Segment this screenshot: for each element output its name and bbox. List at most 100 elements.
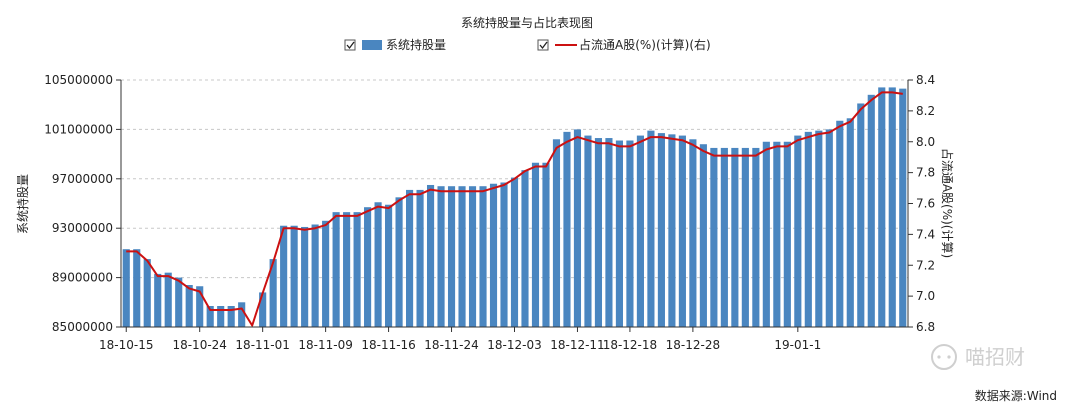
bar xyxy=(364,207,372,327)
bar xyxy=(458,186,466,327)
bar xyxy=(405,189,414,327)
bar xyxy=(269,259,277,327)
x-tick-label: 18-12-11 xyxy=(550,338,604,352)
bar xyxy=(217,306,225,327)
y2-axis-title: 占流通A股(%)(计算) xyxy=(940,148,955,258)
legend-checkbox-bars[interactable] xyxy=(344,39,356,51)
bar xyxy=(678,135,686,327)
bar xyxy=(290,225,298,327)
bar xyxy=(395,197,403,327)
bar xyxy=(175,277,183,327)
y2-tick-label: 7.4 xyxy=(916,227,935,241)
bar xyxy=(773,141,781,327)
y2-tick-label: 7.0 xyxy=(916,289,935,303)
watermark-text: 喵招财 xyxy=(965,345,1025,369)
bar xyxy=(699,144,707,327)
y2-tick-label: 8.2 xyxy=(916,104,935,118)
legend-item-line[interactable]: 占流通A股(%)(计算)(右) xyxy=(537,37,711,52)
bar xyxy=(752,147,760,327)
ratio-line xyxy=(126,91,903,327)
y-tick-label: 85000000 xyxy=(52,320,113,334)
bar xyxy=(353,212,361,327)
bar xyxy=(657,133,665,327)
bar xyxy=(301,226,309,327)
y2-tick-label: 7.8 xyxy=(916,166,935,180)
y-tick-label: 89000000 xyxy=(52,271,113,285)
bar xyxy=(531,162,540,327)
bar xyxy=(573,129,582,327)
bar xyxy=(437,186,445,327)
bar xyxy=(479,186,487,327)
x-tick-label: 18-10-24 xyxy=(172,338,226,352)
bar xyxy=(825,129,833,327)
x-tick-label: 18-12-03 xyxy=(487,338,541,352)
watermark: 喵招财 xyxy=(931,344,1025,370)
bar xyxy=(815,130,823,327)
bar xyxy=(867,94,875,327)
bar xyxy=(605,138,613,327)
x-tick-label: 18-12-18 xyxy=(603,338,657,352)
bar xyxy=(489,183,498,327)
y-axis-title: 系统持股量 xyxy=(15,174,30,234)
x-tick-label: 19-01-1 xyxy=(774,338,821,352)
bar xyxy=(374,202,382,327)
bar xyxy=(626,140,634,327)
bar xyxy=(133,249,141,327)
y-tick-label: 105000000 xyxy=(44,73,113,87)
x-tick-label: 18-11-24 xyxy=(424,338,478,352)
x-tick-label: 18-11-01 xyxy=(235,338,289,352)
bar xyxy=(154,273,162,327)
bar xyxy=(500,182,508,327)
bar xyxy=(385,204,393,327)
legend-label-line: 占流通A股(%)(计算)(右) xyxy=(579,37,711,52)
bar xyxy=(259,292,267,327)
bar xyxy=(689,139,697,327)
bar xyxy=(185,285,193,327)
bar xyxy=(720,147,728,327)
bar xyxy=(280,225,288,327)
bar xyxy=(836,120,844,327)
source-note: 数据来源:Wind xyxy=(975,388,1057,403)
y-tick-label: 97000000 xyxy=(52,172,113,186)
bar xyxy=(668,134,676,327)
bar xyxy=(447,186,456,327)
bar xyxy=(741,147,749,327)
axes: 85000000 89000000 93000000 97000000 10100000… xyxy=(44,73,935,352)
check-icon xyxy=(346,41,355,50)
bar xyxy=(804,131,812,327)
bar xyxy=(594,138,603,327)
legend-checkbox-line[interactable] xyxy=(537,39,549,51)
bar xyxy=(322,220,330,327)
legend-label-bars: 系统持股量 xyxy=(386,37,446,52)
bar xyxy=(332,212,340,327)
bar xyxy=(311,224,319,327)
bar xyxy=(468,186,477,327)
bar xyxy=(238,302,246,327)
bar xyxy=(584,135,592,327)
y2-tick-label: 7.2 xyxy=(916,258,935,272)
bar xyxy=(783,141,791,327)
bar xyxy=(846,118,854,327)
y2-tick-label: 6.8 xyxy=(916,320,935,334)
bar xyxy=(510,177,519,327)
bar xyxy=(552,139,561,327)
bar xyxy=(227,306,235,327)
bar xyxy=(731,147,739,327)
legend-item-bars[interactable]: 系统持股量 xyxy=(344,37,446,52)
bar-series xyxy=(122,87,907,328)
bar xyxy=(343,212,351,327)
bar xyxy=(857,103,865,327)
bar xyxy=(164,272,172,327)
legend: 系统持股量 占流通A股(%)(计算)(右) xyxy=(344,37,711,52)
bar xyxy=(636,135,644,327)
x-tick-label: 18-10-15 xyxy=(99,338,153,352)
bar xyxy=(521,170,529,327)
check-icon xyxy=(539,41,548,50)
bar xyxy=(426,184,435,327)
bar xyxy=(542,162,550,327)
x-tick-label: 18-11-09 xyxy=(298,338,352,352)
bar xyxy=(899,88,907,328)
bar xyxy=(888,87,896,327)
y-tick-label: 93000000 xyxy=(52,221,113,235)
